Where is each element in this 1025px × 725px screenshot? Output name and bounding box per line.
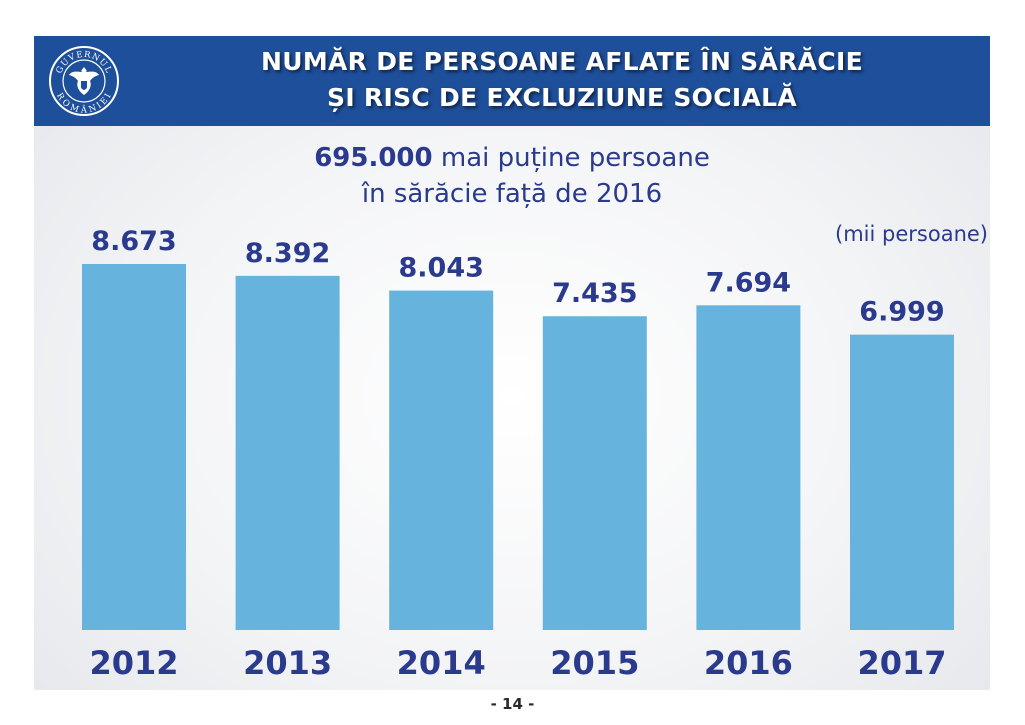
category-label-2017: 2017: [857, 644, 946, 682]
title-banner: GUVERNUL ROMÂNIEI NUMĂR DE PERSOANE AFLA…: [34, 36, 990, 126]
title-line-2: ȘI RISC DE EXCLUZIUNE SOCIALĂ: [327, 83, 797, 112]
category-label-2014: 2014: [397, 644, 486, 682]
value-label-2014: 8.043: [398, 253, 483, 284]
subtitle: 695.000 mai puține persoane în sărăcie f…: [34, 140, 990, 212]
category-label-2013: 2013: [243, 644, 332, 682]
category-label-2012: 2012: [89, 644, 178, 682]
bar-chart: 8.673 2012 8.392 2013 8.043 2014 7.435 2015 7.69…: [82, 226, 954, 682]
infographic-panel: GUVERNUL ROMÂNIEI NUMĂR DE PERSOANE AFLA…: [34, 36, 990, 690]
bar-2016: [696, 305, 801, 630]
bar-2013: [235, 275, 340, 630]
value-label-2012: 8.673: [91, 226, 176, 257]
category-label-2015: 2015: [550, 644, 639, 682]
title-line-1: NUMĂR DE PERSOANE AFLATE ÎN SĂRĂCIE: [261, 47, 863, 76]
page-title: NUMĂR DE PERSOANE AFLATE ÎN SĂRĂCIE ȘI R…: [154, 44, 970, 116]
page-number: - 14 -: [490, 695, 535, 713]
subtitle-line-2: în sărăcie față de 2016: [361, 179, 663, 209]
bar-2017: [850, 334, 954, 630]
bar-2015: [542, 316, 647, 630]
government-emblem-icon: GUVERNUL ROMÂNIEI: [49, 46, 119, 116]
bar-2012: [82, 264, 186, 630]
value-label-2013: 8.392: [245, 238, 330, 269]
value-label-2017: 6.999: [859, 297, 944, 328]
value-label-2016: 7.694: [706, 267, 791, 298]
bar-2014: [389, 290, 494, 630]
subtitle-highlight: 695.000: [314, 143, 433, 173]
subtitle-line-1: mai puține persoane: [432, 143, 710, 173]
category-label-2016: 2016: [704, 644, 793, 682]
unit-label: (mii persoane): [835, 222, 988, 246]
value-label-2015: 7.435: [552, 278, 637, 309]
